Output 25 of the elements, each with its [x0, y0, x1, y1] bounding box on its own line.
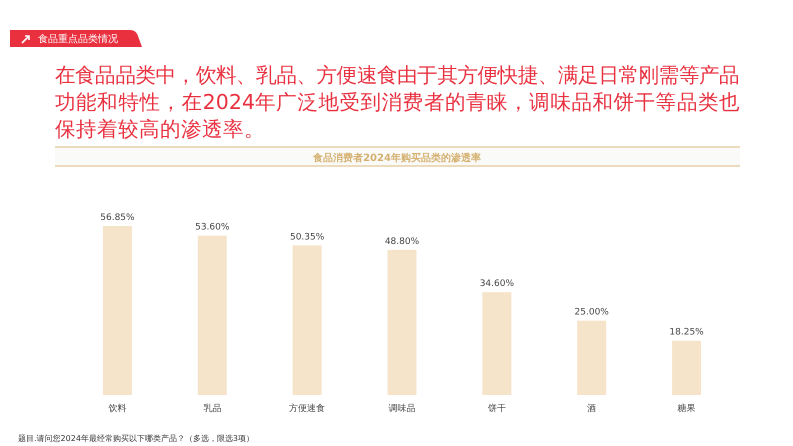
x-tick-label: 酒 — [587, 403, 596, 414]
bar — [672, 340, 702, 395]
x-tick-label: 方便速食 — [289, 403, 326, 414]
bar — [292, 245, 322, 395]
text: 题目.请问您2024年最经常购买以下哪类产品？（多选，限选3项） — [18, 434, 254, 443]
bar — [102, 226, 132, 395]
chart-title: 在食品品类中，饮料、乳品、方便速食由于其方便快捷、满足日常刚需等产品功能和特性，在2024年广泛地受到消费者的青睐，调味品和饼干等品类也保持着较高的渗透率。 — [55, 63, 740, 141]
x-tick-label: 糖果 — [678, 403, 696, 414]
x-tick-label: 调味品 — [388, 403, 416, 414]
bar — [482, 292, 512, 395]
chart-subtitle: 食品消费者2024年购买品类的渗透率 — [312, 152, 481, 164]
data-label: 56.85% — [100, 213, 136, 223]
bar — [388, 250, 416, 395]
bar — [198, 236, 227, 395]
data-label: 48.80% — [384, 236, 420, 247]
x-tick-label: 乳品 — [203, 403, 222, 414]
x-tick-label: 饮料 — [107, 403, 126, 414]
header-tag: 食品重点品类情况 — [10, 30, 142, 47]
x-tick-label: 饼干 — [486, 403, 506, 414]
data-label: 50.35% — [290, 232, 325, 242]
bar — [577, 320, 606, 395]
data-label: 25.00% — [574, 308, 610, 318]
data-label: 34.60% — [480, 279, 514, 290]
data-label: 53.60% — [195, 222, 230, 233]
data-label: 18.25% — [669, 328, 704, 338]
